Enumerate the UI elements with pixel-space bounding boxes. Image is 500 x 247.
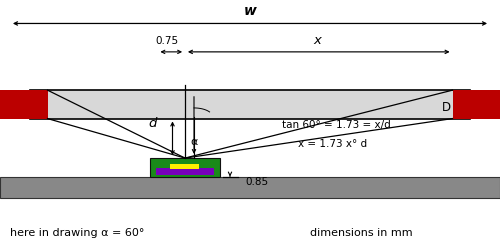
Text: x = 1.73 x° d: x = 1.73 x° d xyxy=(298,140,366,149)
Text: x: x xyxy=(314,34,322,47)
Bar xyxy=(452,90,500,119)
Text: 0.75: 0.75 xyxy=(155,36,178,46)
Text: w: w xyxy=(244,4,256,18)
Bar xyxy=(156,168,214,175)
Text: tan 60° = 1.73 = x/d: tan 60° = 1.73 = x/d xyxy=(282,120,391,130)
Bar xyxy=(150,158,220,177)
Bar xyxy=(0,177,500,198)
Text: α: α xyxy=(190,137,198,147)
Text: D: D xyxy=(442,101,451,114)
Bar xyxy=(30,90,470,119)
Text: 0.85: 0.85 xyxy=(245,177,268,187)
Text: d: d xyxy=(148,117,156,130)
Bar xyxy=(170,164,200,169)
Text: dimensions in mm: dimensions in mm xyxy=(310,228,412,238)
Bar xyxy=(0,90,48,119)
Text: here in drawing α = 60°: here in drawing α = 60° xyxy=(10,228,144,238)
